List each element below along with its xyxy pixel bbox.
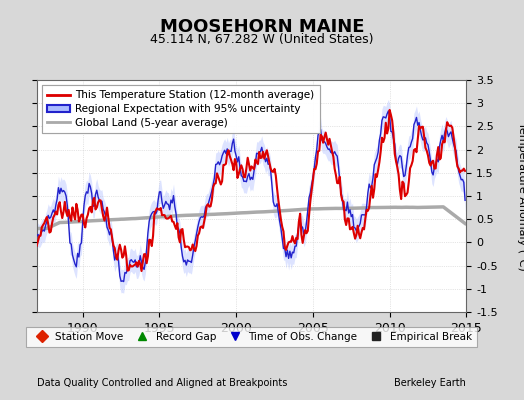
Legend: Station Move, Record Gap, Time of Obs. Change, Empirical Break: Station Move, Record Gap, Time of Obs. C… [26, 327, 477, 347]
Text: MOOSEHORN MAINE: MOOSEHORN MAINE [160, 18, 364, 36]
Legend: This Temperature Station (12-month average), Regional Expectation with 95% uncer: This Temperature Station (12-month avera… [42, 85, 320, 133]
Y-axis label: Temperature Anomaly (°C): Temperature Anomaly (°C) [517, 122, 524, 270]
Text: Berkeley Earth: Berkeley Earth [395, 378, 466, 388]
Text: 45.114 N, 67.282 W (United States): 45.114 N, 67.282 W (United States) [150, 33, 374, 46]
Text: Data Quality Controlled and Aligned at Breakpoints: Data Quality Controlled and Aligned at B… [37, 378, 287, 388]
